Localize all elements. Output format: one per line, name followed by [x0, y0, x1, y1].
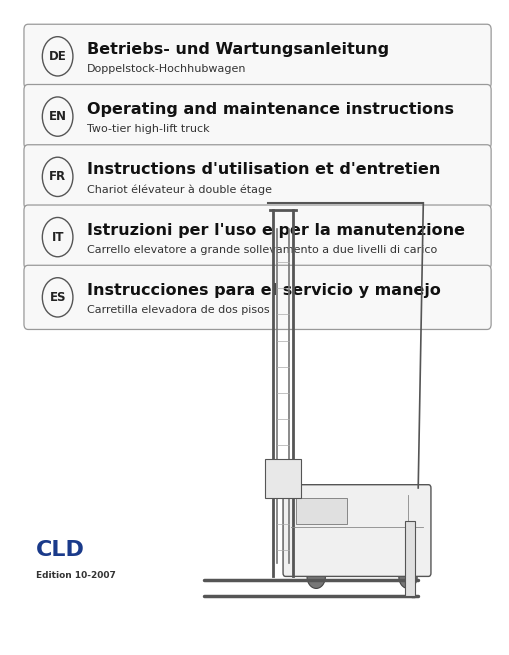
- Circle shape: [398, 565, 416, 588]
- Text: Edition 10-2007: Edition 10-2007: [36, 571, 116, 580]
- FancyBboxPatch shape: [282, 485, 430, 576]
- Bar: [295, 498, 346, 524]
- Circle shape: [306, 565, 325, 588]
- Text: Carretilla elevadora de dos pisos: Carretilla elevadora de dos pisos: [87, 305, 269, 315]
- Text: CLD: CLD: [36, 540, 84, 560]
- Text: IT: IT: [51, 231, 64, 244]
- Text: Instructions d'utilisation et d'entretien: Instructions d'utilisation et d'entretie…: [87, 162, 439, 178]
- Text: Istruzioni per l'uso e per la manutenzione: Istruzioni per l'uso e per la manutenzio…: [87, 223, 464, 238]
- Text: Operating and maintenance instructions: Operating and maintenance instructions: [87, 102, 453, 117]
- Bar: [405, 521, 414, 596]
- FancyBboxPatch shape: [24, 24, 490, 88]
- Text: EN: EN: [48, 110, 67, 123]
- FancyBboxPatch shape: [24, 84, 490, 149]
- Text: Betriebs- und Wartungsanleitung: Betriebs- und Wartungsanleitung: [87, 42, 388, 57]
- Text: Two-tier high-lift truck: Two-tier high-lift truck: [87, 124, 209, 134]
- FancyBboxPatch shape: [24, 205, 490, 269]
- Text: ES: ES: [49, 291, 66, 304]
- Text: Chariot élévateur à double étage: Chariot élévateur à double étage: [87, 185, 271, 195]
- Text: Doppelstock-Hochhubwagen: Doppelstock-Hochhubwagen: [87, 64, 246, 74]
- Text: FR: FR: [49, 170, 66, 183]
- FancyBboxPatch shape: [24, 265, 490, 329]
- Text: Instrucciones para el servicio y manejo: Instrucciones para el servicio y manejo: [87, 283, 440, 298]
- Text: Carrello elevatore a grande sollevamento a due livelli di carico: Carrello elevatore a grande sollevamento…: [87, 245, 436, 255]
- FancyBboxPatch shape: [24, 145, 490, 209]
- Text: DE: DE: [49, 50, 66, 63]
- Bar: [265, 458, 300, 498]
